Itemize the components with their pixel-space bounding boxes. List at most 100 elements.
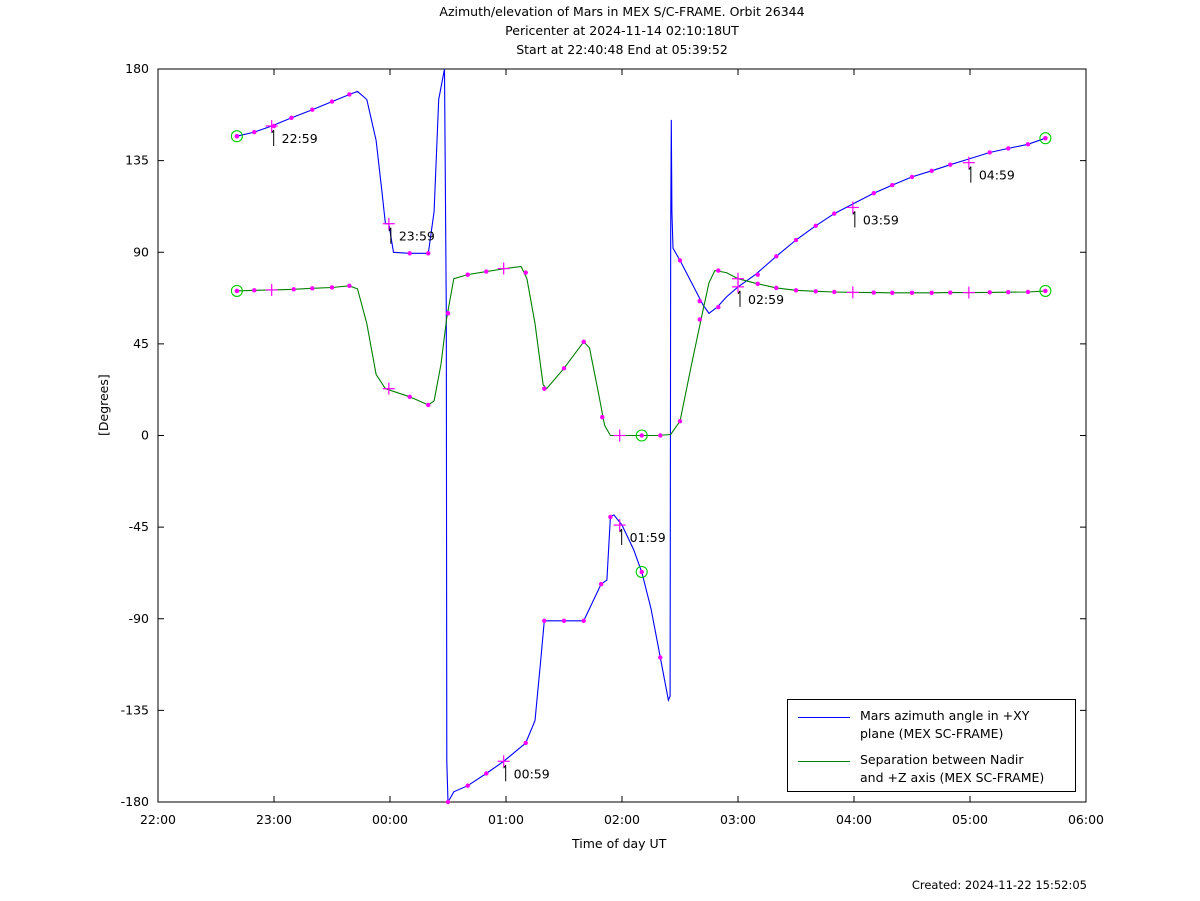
endpoint-circle xyxy=(635,429,648,442)
x-tick-label: 06:00 xyxy=(1068,812,1104,827)
data-point-marker xyxy=(909,174,915,180)
separation-series-line xyxy=(236,265,1046,437)
data-point-marker xyxy=(542,386,547,391)
data-point-marker xyxy=(755,272,760,277)
data-point-marker xyxy=(658,433,663,438)
data-point-marker xyxy=(929,168,934,174)
data-point-marker xyxy=(445,311,451,316)
legend-text: plane (MEX SC-FRAME) xyxy=(860,726,1004,741)
data-point-marker xyxy=(347,92,352,97)
data-point-marker xyxy=(677,258,683,263)
legend-text: Separation between Nadir xyxy=(860,752,1024,767)
endpoint-dot xyxy=(639,569,644,575)
data-point-marker xyxy=(774,285,779,291)
time-annotations: 22:59 23:59 00:59 01:59 02:59 03:59 04:59 xyxy=(271,129,1015,782)
data-point-marker xyxy=(561,618,567,623)
endpoint-dot xyxy=(234,288,240,294)
y-tick-label: 45 xyxy=(133,336,149,351)
endpoint-dot xyxy=(234,133,240,139)
annotation-arrowhead xyxy=(503,765,507,769)
endpoint-circle xyxy=(635,565,648,578)
endpoint-dot xyxy=(1043,288,1048,294)
data-point-marker xyxy=(581,618,586,623)
data-point-marker xyxy=(407,394,412,400)
legend-label-separation: Separation between Nadir and +Z axis (ME… xyxy=(860,751,1070,787)
axis-ticks: 22:00 23:00 00:00 01:00 02:00 03:00 04:00 05:00… xyxy=(121,61,1104,827)
time-annotation-label: 23:59 xyxy=(399,229,435,244)
data-point-marker xyxy=(608,514,613,520)
data-point-marker xyxy=(426,251,431,256)
time-annotation-label: 01:59 xyxy=(630,530,666,545)
legend-label-azimuth: Mars azimuth angle in +XY plane (MEX SC-… xyxy=(860,707,1070,743)
data-point-marker xyxy=(1006,146,1011,151)
data-point-marker xyxy=(484,771,489,776)
time-annotation-label: 22:59 xyxy=(282,131,318,146)
annotation-arrowhead xyxy=(619,528,623,533)
data-point-marker xyxy=(697,298,702,304)
x-tick-label: 05:00 xyxy=(952,812,988,827)
y-tick-label: 180 xyxy=(125,61,149,76)
annotation-arrowhead xyxy=(852,211,856,215)
x-tick-label: 03:00 xyxy=(720,812,756,827)
time-annotation-label: 04:59 xyxy=(979,168,1015,183)
annotation-arrowhead xyxy=(271,129,275,134)
legend-swatch-separation xyxy=(798,761,850,762)
data-point-marker xyxy=(484,269,489,274)
data-point-marker xyxy=(890,290,895,295)
x-tick-label: 22:00 xyxy=(140,812,176,827)
data-point-marker xyxy=(929,290,934,295)
annotation-arrowhead xyxy=(388,227,392,232)
legend-swatch-azimuth xyxy=(798,717,850,718)
data-point-marker xyxy=(658,655,663,660)
data-point-marker xyxy=(677,419,683,424)
data-point-marker xyxy=(542,618,547,623)
x-tick-label: 00:00 xyxy=(372,812,408,827)
x-tick-label: 23:00 xyxy=(256,812,292,827)
data-point-marker xyxy=(697,317,702,322)
subtitle-pericenter: Pericenter at 2024-11-14 02:10:18UT xyxy=(505,23,739,38)
data-point-marker xyxy=(329,285,335,290)
data-point-marker xyxy=(871,191,876,196)
y-tick-label: 0 xyxy=(141,428,149,443)
y-tick-label: -180 xyxy=(121,794,149,809)
time-annotation-label: 02:59 xyxy=(748,292,784,307)
endpoint-circle xyxy=(230,130,243,143)
data-point-marker xyxy=(252,129,257,135)
subtitle-start-end: Start at 22:40:48 End at 05:39:52 xyxy=(516,42,728,57)
data-point-marker xyxy=(890,182,895,188)
data-point-marker xyxy=(813,289,818,294)
data-point-marker xyxy=(755,281,760,287)
created-timestamp: Created: 2024-11-22 15:52:05 xyxy=(911,878,1087,892)
endpoint-circle xyxy=(230,284,243,297)
data-point-marker xyxy=(774,254,779,259)
x-axis-label: Time of day UT xyxy=(572,836,667,851)
series-markers xyxy=(230,92,1052,805)
data-point-marker xyxy=(581,339,586,345)
data-point-marker xyxy=(716,268,721,273)
data-point-marker xyxy=(289,115,294,121)
data-point-marker xyxy=(1025,289,1031,295)
title-line: Azimuth/elevation of Mars in MEX S/C-FRA… xyxy=(439,4,805,19)
data-point-marker xyxy=(716,305,721,310)
data-point-marker xyxy=(793,288,799,293)
endpoint-circle xyxy=(1039,284,1052,297)
legend: Mars azimuth angle in +XY plane (MEX SC-… xyxy=(787,699,1076,792)
data-point-marker xyxy=(909,290,915,295)
data-point-marker xyxy=(426,402,431,408)
data-point-marker xyxy=(407,251,412,256)
data-point-marker xyxy=(600,414,605,420)
data-point-marker xyxy=(832,211,837,216)
data-point-marker xyxy=(465,272,470,277)
x-tick-label: 04:00 xyxy=(836,812,872,827)
data-point-marker xyxy=(561,366,567,371)
y-tick-label: 90 xyxy=(133,244,149,259)
data-point-marker xyxy=(445,799,451,805)
data-point-marker xyxy=(948,290,953,295)
annotation-arrowhead xyxy=(968,166,972,170)
data-point-marker xyxy=(310,107,315,112)
annotation-arrowhead xyxy=(737,290,741,295)
data-point-marker xyxy=(523,270,528,275)
data-point-marker xyxy=(347,283,352,289)
y-tick-label: 135 xyxy=(125,153,149,168)
